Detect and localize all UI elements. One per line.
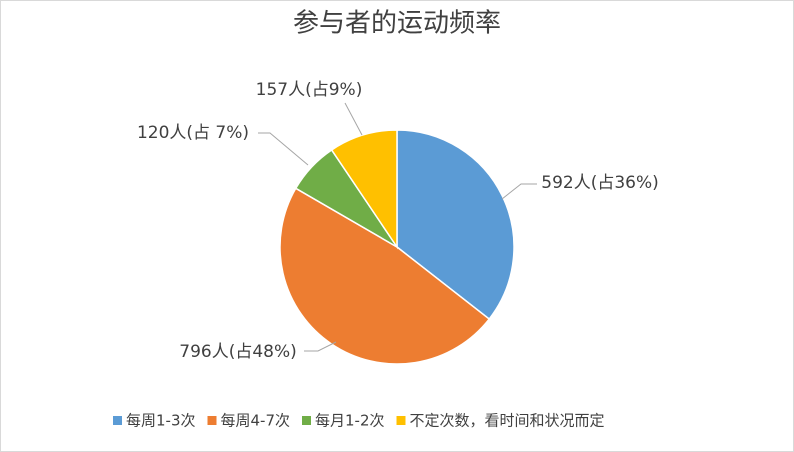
pie-slice — [330, 129, 398, 250]
data-label: 120人(占 7%) — [137, 123, 249, 143]
legend-swatch — [207, 416, 217, 425]
chart-title: 参与者的运动频率 — [293, 9, 501, 39]
leader-line — [304, 341, 337, 352]
legend-swatch — [113, 416, 122, 425]
legend-label: 每周1-3次 — [126, 412, 196, 430]
pie-slice — [396, 129, 515, 321]
legend-swatch — [302, 416, 311, 425]
leader-line — [258, 132, 309, 166]
legend-label: 每月1-2次 — [315, 412, 385, 430]
legend-swatch — [396, 416, 406, 425]
data-label: 592人(占36%) — [541, 173, 659, 193]
leader-line — [344, 102, 363, 136]
data-label: 796人(占48%) — [179, 342, 297, 362]
data-label: 157人(占9%) — [256, 80, 363, 100]
legend-label: 不定次数，看时间和状况而定 — [410, 412, 605, 430]
legend-label: 每周4-7次 — [221, 412, 291, 430]
leader-line — [501, 183, 537, 200]
